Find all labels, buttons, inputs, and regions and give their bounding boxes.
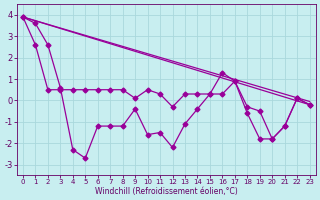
X-axis label: Windchill (Refroidissement éolien,°C): Windchill (Refroidissement éolien,°C) xyxy=(95,187,238,196)
